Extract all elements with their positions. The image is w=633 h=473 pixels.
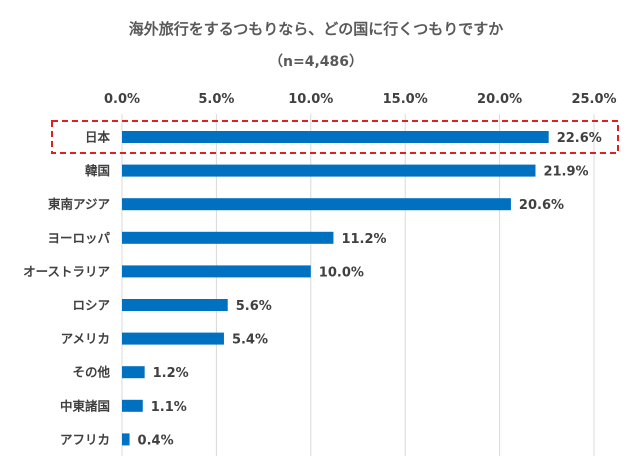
category-label: 中東諸国 bbox=[60, 398, 110, 413]
category-label: ロシア bbox=[72, 298, 110, 313]
value-label: 5.4% bbox=[232, 333, 268, 348]
bar bbox=[122, 433, 130, 446]
value-label: 0.4% bbox=[138, 433, 174, 448]
highlight-box bbox=[51, 120, 619, 154]
value-label: 20.6% bbox=[519, 198, 564, 213]
bar bbox=[122, 164, 536, 177]
category-label: オーストラリア bbox=[23, 264, 110, 279]
bar bbox=[122, 332, 224, 345]
chart-subtitle: （n=4,486） bbox=[269, 54, 363, 70]
highlight-box-layer bbox=[51, 120, 619, 154]
chart-title: 海外旅行をするつもりなら、どの国に行くつもりですか bbox=[129, 20, 503, 38]
value-label: 1.2% bbox=[153, 366, 189, 381]
x-axis-ticks: 0.0% 5.0% 10.0% 15.0% 20.0% 25.0% bbox=[104, 92, 617, 107]
category-label: アフリカ bbox=[60, 432, 110, 447]
value-label: 10.0% bbox=[319, 265, 364, 280]
x-tick-label: 5.0% bbox=[198, 92, 234, 107]
value-label: 5.6% bbox=[236, 299, 272, 314]
x-tick-label: 25.0% bbox=[571, 92, 616, 107]
bar bbox=[122, 399, 143, 412]
bar bbox=[122, 131, 549, 143]
category-label: その他 bbox=[72, 365, 110, 380]
category-label: 日本 bbox=[85, 130, 111, 145]
value-label: 1.1% bbox=[151, 400, 187, 415]
bar bbox=[122, 265, 311, 278]
category-label: 韓国 bbox=[85, 163, 110, 178]
category-label: 東南アジア bbox=[48, 197, 110, 212]
value-label: 11.2% bbox=[341, 232, 386, 247]
bar bbox=[122, 366, 145, 379]
category-label: ヨーロッパ bbox=[47, 230, 110, 245]
category-label: アメリカ bbox=[61, 331, 110, 346]
x-tick-label: 20.0% bbox=[477, 92, 522, 107]
x-tick-label: 15.0% bbox=[383, 92, 428, 107]
bar bbox=[122, 198, 511, 211]
bars bbox=[122, 131, 549, 446]
bar bbox=[122, 231, 334, 244]
x-tick-label: 10.0% bbox=[288, 92, 333, 107]
value-label: 21.9% bbox=[543, 165, 588, 180]
value-label: 22.6% bbox=[557, 131, 602, 146]
value-labels: 22.6% 21.9% 20.6% 11.2% 10.0% 5.6% 5.4% 1.2% 1.1… bbox=[138, 131, 602, 448]
x-tick-label: 0.0% bbox=[104, 92, 140, 107]
bar bbox=[122, 299, 228, 311]
